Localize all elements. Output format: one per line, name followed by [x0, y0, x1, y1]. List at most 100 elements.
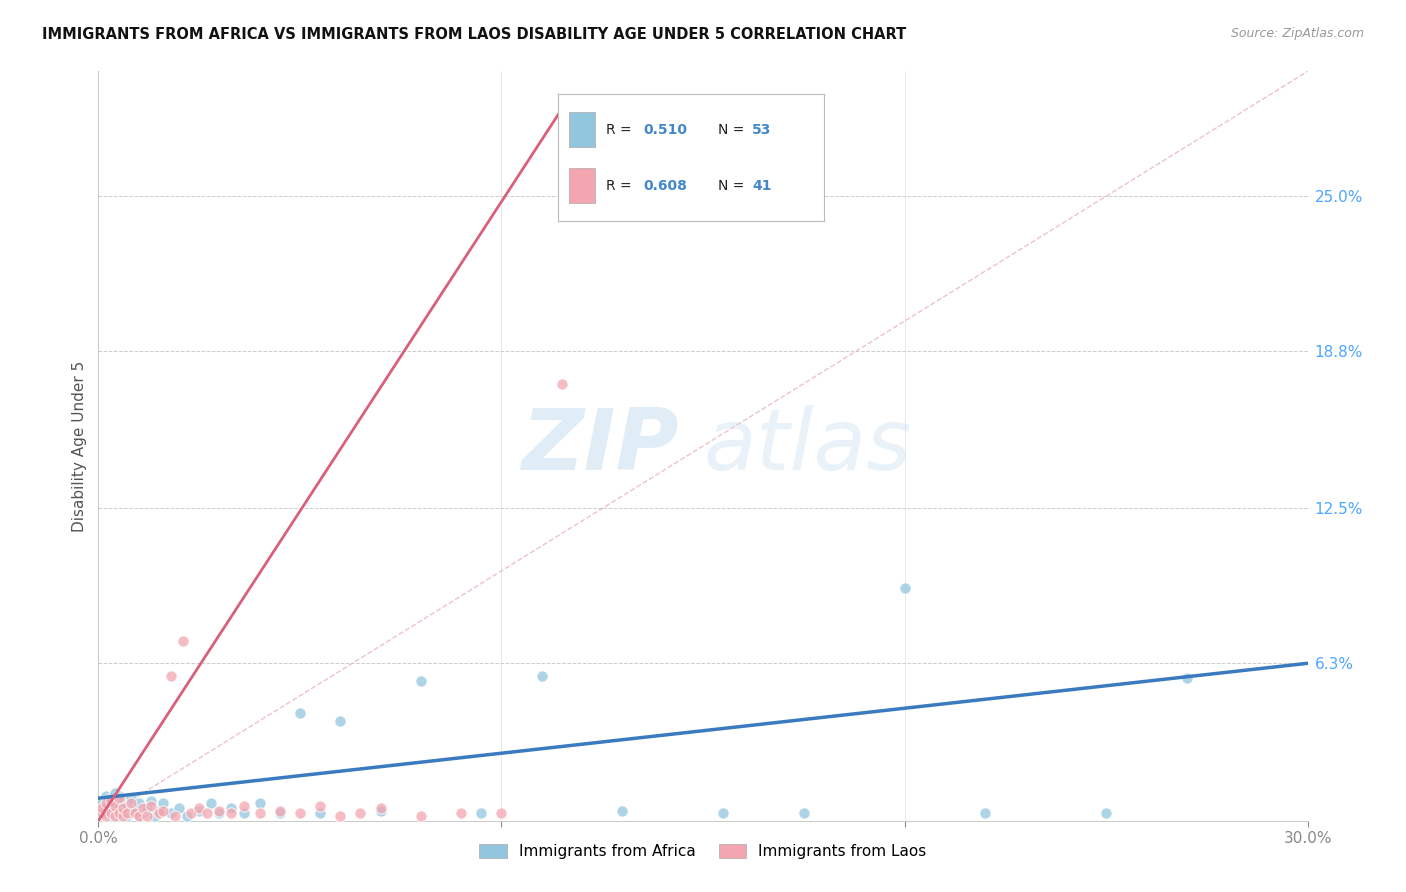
Point	[163, 808, 186, 822]
Point	[91, 796, 114, 810]
Point	[370, 801, 392, 815]
Text: atlas: atlas	[703, 404, 911, 488]
Point	[115, 808, 138, 822]
Point	[160, 806, 183, 821]
Legend: Immigrants from Africa, Immigrants from Laos: Immigrants from Africa, Immigrants from …	[474, 838, 932, 865]
Point	[132, 801, 155, 815]
Point	[172, 633, 194, 648]
Point	[111, 806, 134, 821]
Point	[120, 796, 142, 810]
Point	[1095, 806, 1118, 821]
Point	[115, 798, 138, 813]
Point	[167, 801, 190, 815]
Point	[91, 806, 114, 821]
Point	[974, 806, 997, 821]
Point	[221, 801, 243, 815]
Point	[208, 806, 231, 821]
Point	[470, 806, 492, 821]
Point	[135, 808, 157, 822]
Point	[107, 798, 129, 813]
Point	[103, 808, 125, 822]
Point	[91, 801, 114, 815]
Point	[132, 806, 155, 821]
Point	[107, 789, 129, 803]
Point	[176, 808, 198, 822]
Point	[100, 791, 122, 805]
Point	[793, 806, 815, 821]
Point	[111, 794, 134, 808]
Point	[160, 669, 183, 683]
Text: Source: ZipAtlas.com: Source: ZipAtlas.com	[1230, 27, 1364, 40]
Point	[249, 796, 271, 810]
Point	[208, 804, 231, 818]
Point	[103, 798, 125, 813]
Point	[370, 804, 392, 818]
Point	[107, 791, 129, 805]
Point	[103, 796, 125, 810]
Point	[139, 798, 162, 813]
Point	[349, 806, 371, 821]
Text: ZIP: ZIP	[522, 404, 679, 488]
Point	[232, 806, 254, 821]
Point	[152, 804, 174, 818]
Point	[221, 806, 243, 821]
Point	[309, 798, 332, 813]
Point	[103, 786, 125, 800]
Point	[409, 673, 432, 688]
Point	[188, 801, 211, 815]
Point	[329, 808, 352, 822]
Point	[269, 804, 291, 818]
Point	[96, 789, 118, 803]
Point	[329, 714, 352, 728]
Point	[96, 808, 118, 822]
Point	[96, 796, 118, 810]
Point	[188, 804, 211, 818]
Point	[128, 808, 150, 822]
Point	[100, 806, 122, 821]
Point	[288, 806, 311, 821]
Point	[139, 794, 162, 808]
Point	[143, 808, 166, 822]
Point	[232, 798, 254, 813]
Point	[551, 376, 574, 391]
Point	[1175, 671, 1198, 685]
Point	[152, 796, 174, 810]
Point	[96, 806, 118, 821]
Point	[409, 808, 432, 822]
Point	[148, 804, 170, 818]
Point	[100, 801, 122, 815]
Point	[120, 806, 142, 821]
Point	[309, 806, 332, 821]
Point	[100, 794, 122, 808]
Point	[450, 806, 472, 821]
Point	[124, 806, 146, 821]
Point	[100, 808, 122, 822]
Text: IMMIGRANTS FROM AFRICA VS IMMIGRANTS FROM LAOS DISABILITY AGE UNDER 5 CORRELATIO: IMMIGRANTS FROM AFRICA VS IMMIGRANTS FRO…	[42, 27, 907, 42]
Y-axis label: Disability Age Under 5: Disability Age Under 5	[72, 360, 87, 532]
Point	[135, 801, 157, 815]
Point	[107, 806, 129, 821]
Point	[111, 808, 134, 822]
Point	[148, 806, 170, 821]
Point	[124, 804, 146, 818]
Point	[107, 808, 129, 822]
Point	[128, 808, 150, 822]
Point	[249, 806, 271, 821]
Point	[111, 801, 134, 815]
Point	[195, 806, 218, 821]
Point	[491, 806, 513, 821]
Point	[269, 806, 291, 821]
Point	[91, 804, 114, 818]
Point	[180, 806, 202, 821]
Point	[128, 796, 150, 810]
Point	[530, 669, 553, 683]
Point	[120, 791, 142, 805]
Point	[893, 582, 915, 596]
Point	[612, 804, 634, 818]
Point	[96, 798, 118, 813]
Point	[115, 806, 138, 821]
Point	[103, 806, 125, 821]
Point	[711, 806, 734, 821]
Point	[200, 796, 222, 810]
Point	[288, 706, 311, 721]
